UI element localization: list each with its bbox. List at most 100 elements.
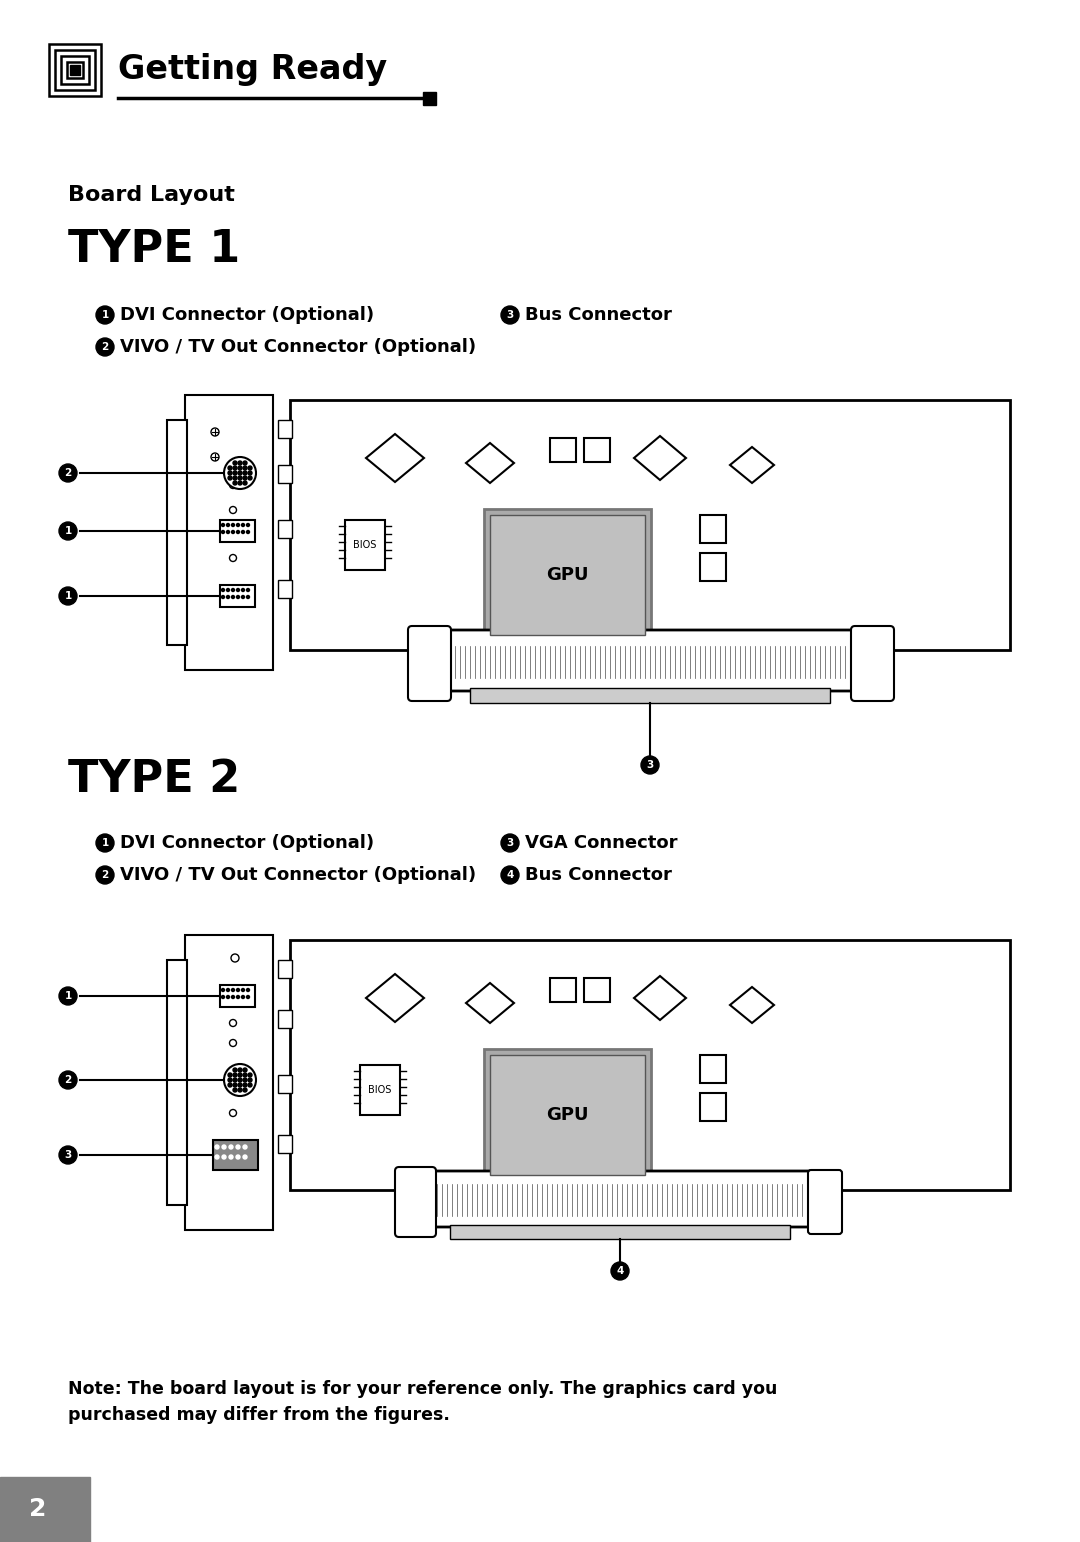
Circle shape (248, 466, 252, 470)
Text: 1: 1 (102, 837, 109, 848)
Circle shape (238, 1078, 242, 1082)
Circle shape (243, 481, 247, 486)
Circle shape (242, 523, 244, 526)
Circle shape (246, 988, 249, 992)
Circle shape (233, 1073, 237, 1076)
Text: 2: 2 (102, 870, 109, 880)
Circle shape (243, 461, 247, 466)
Circle shape (246, 589, 249, 592)
Circle shape (237, 1155, 240, 1160)
Text: DVI Connector (Optional): DVI Connector (Optional) (120, 834, 374, 853)
Circle shape (233, 476, 237, 480)
Bar (278, 520, 292, 538)
Polygon shape (730, 987, 774, 1022)
Text: 3: 3 (507, 837, 514, 848)
Circle shape (229, 506, 237, 513)
FancyBboxPatch shape (432, 631, 868, 691)
Circle shape (243, 1073, 247, 1076)
Circle shape (231, 523, 234, 526)
Text: TYPE 2: TYPE 2 (68, 759, 240, 802)
Polygon shape (634, 976, 686, 1019)
Circle shape (243, 470, 247, 475)
Bar (49, 45, 102, 96)
Bar (484, 1049, 651, 1181)
Text: VIVO / TV Out Connector (Optional): VIVO / TV Out Connector (Optional) (120, 338, 476, 356)
FancyBboxPatch shape (851, 626, 894, 702)
Bar (700, 554, 726, 581)
Bar (67, 62, 83, 79)
Circle shape (233, 481, 237, 486)
Circle shape (221, 530, 225, 534)
Bar (345, 520, 384, 571)
Bar (584, 438, 610, 463)
Circle shape (231, 530, 234, 534)
Circle shape (231, 996, 234, 999)
Circle shape (242, 589, 244, 592)
Bar (700, 515, 726, 543)
Circle shape (96, 867, 114, 884)
Bar (584, 978, 610, 1002)
Text: 3: 3 (65, 1150, 71, 1160)
Circle shape (248, 1082, 252, 1087)
Circle shape (231, 589, 234, 592)
Circle shape (222, 1155, 226, 1160)
Circle shape (642, 756, 659, 774)
Circle shape (242, 595, 244, 598)
Circle shape (243, 466, 247, 470)
Circle shape (248, 470, 252, 475)
Circle shape (211, 453, 219, 461)
Bar (220, 520, 255, 541)
Circle shape (238, 461, 242, 466)
Circle shape (233, 1078, 237, 1082)
Circle shape (501, 834, 519, 853)
Circle shape (248, 1078, 252, 1082)
Circle shape (238, 470, 242, 475)
Bar (55, 49, 95, 89)
Bar (278, 580, 292, 598)
Circle shape (231, 988, 234, 992)
Circle shape (215, 1155, 219, 1160)
Circle shape (238, 481, 242, 486)
Circle shape (229, 1110, 237, 1116)
Bar (423, 93, 436, 105)
Circle shape (231, 954, 239, 962)
Circle shape (229, 555, 237, 561)
Circle shape (233, 466, 237, 470)
Circle shape (221, 988, 225, 992)
Bar (278, 1135, 292, 1153)
Circle shape (238, 1073, 242, 1076)
FancyBboxPatch shape (418, 1170, 822, 1227)
Circle shape (246, 523, 249, 526)
Circle shape (222, 1146, 226, 1149)
Circle shape (611, 1261, 629, 1280)
Polygon shape (465, 982, 514, 1022)
Circle shape (233, 461, 237, 466)
Polygon shape (465, 443, 514, 483)
Circle shape (96, 834, 114, 853)
Text: BIOS: BIOS (368, 1086, 392, 1095)
Bar (550, 438, 576, 463)
Circle shape (231, 595, 234, 598)
Circle shape (248, 1073, 252, 1076)
Bar (490, 515, 645, 635)
Circle shape (224, 456, 256, 489)
Circle shape (228, 466, 232, 470)
Circle shape (238, 1069, 242, 1072)
Bar (470, 688, 831, 703)
Circle shape (237, 988, 240, 992)
Circle shape (501, 305, 519, 324)
Circle shape (229, 1019, 237, 1027)
Circle shape (243, 1155, 247, 1160)
Circle shape (221, 996, 225, 999)
Bar (167, 419, 187, 645)
Circle shape (233, 1082, 237, 1087)
Circle shape (242, 530, 244, 534)
Bar (700, 1055, 726, 1082)
Text: GPU: GPU (546, 566, 589, 584)
Text: 1: 1 (65, 992, 71, 1001)
Circle shape (237, 996, 240, 999)
Text: 3: 3 (507, 310, 514, 321)
Text: 1: 1 (102, 310, 109, 321)
Bar (484, 509, 651, 641)
Circle shape (229, 481, 237, 489)
